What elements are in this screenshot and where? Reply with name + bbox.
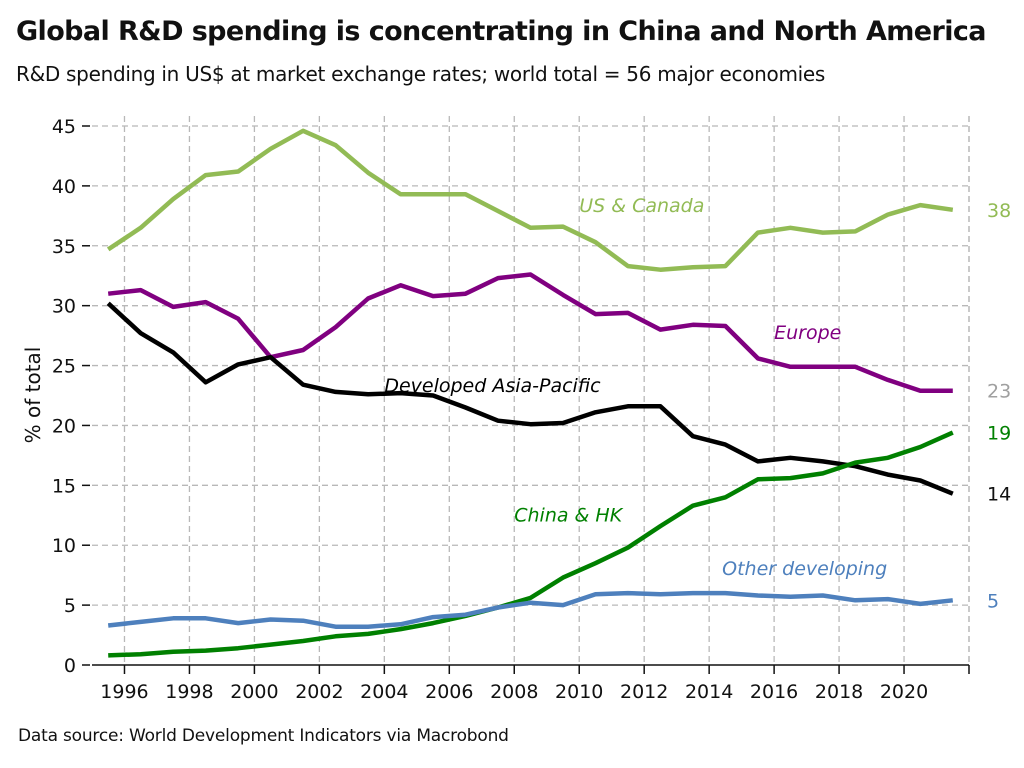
y-tick-label: 40 [52, 176, 76, 198]
y-tick-label: 20 [52, 415, 76, 437]
end-value-label-us-canada: 38 [987, 200, 1011, 222]
x-tick-label: 2006 [425, 681, 473, 703]
y-tick-label: 35 [52, 236, 76, 258]
series-label-europe: Europe [774, 322, 841, 344]
x-tick-label: 1996 [100, 681, 148, 703]
end-value-label-europe: 23 [987, 381, 1011, 403]
y-tick-label: 30 [52, 296, 76, 318]
series-line-china-hk [108, 430, 954, 658]
series-label-developed-asia-pacific: Developed Asia-Pacific [384, 375, 601, 397]
chart-subtitle: R&D spending in US$ at market exchange r… [16, 62, 826, 86]
x-tick-label: 2004 [360, 681, 408, 703]
series-line-other-developing [107, 590, 954, 629]
end-value-label-developed-asia-pacific: 14 [987, 484, 1011, 506]
x-tick-label: 2018 [815, 681, 863, 703]
x-tick-label: 2010 [555, 681, 603, 703]
y-axis-label: % of total [21, 347, 45, 444]
axes: 0 5 10 15 20 25 30 35 40 45 1996 1998 2000 2002 2004 20… [52, 116, 970, 703]
series-lines [106, 128, 954, 658]
grid-lines [92, 116, 970, 665]
y-tick-label: 0 [64, 655, 76, 677]
x-tick-label: 2014 [685, 681, 733, 703]
series-label-us-canada: US & Canada [579, 195, 704, 217]
chart-title: Global R&D spending is concentrating in … [16, 16, 986, 47]
end-value-label-china-hk: 19 [987, 423, 1011, 445]
y-tick-label: 5 [64, 595, 76, 617]
x-tick-label: 2012 [620, 681, 668, 703]
series-line-developed-asia-pacific [106, 301, 954, 496]
y-tick-label: 45 [52, 116, 76, 138]
data-source-note: Data source: World Development Indicator… [18, 726, 509, 746]
series-label-other-developing: Other developing [722, 558, 887, 580]
y-tick-label: 15 [52, 475, 76, 497]
x-tick-label: 2020 [880, 681, 928, 703]
x-tick-label: 2002 [295, 681, 343, 703]
end-value-label-other-developing: 5 [987, 590, 999, 612]
x-tick-label: 1998 [165, 681, 213, 703]
series-label-china-hk: China & HK [514, 504, 623, 526]
y-tick-label: 10 [52, 535, 76, 557]
series-line-europe [107, 272, 953, 393]
series-labels: US & Canada 38 Europe 23 Developed Asia-Paci… [384, 195, 1011, 612]
series-line-us-canada [106, 128, 954, 272]
y-tick-label: 25 [52, 356, 76, 378]
x-tick-label: 2008 [490, 681, 538, 703]
x-tick-label: 2000 [230, 681, 278, 703]
x-tick-label: 2016 [750, 681, 798, 703]
